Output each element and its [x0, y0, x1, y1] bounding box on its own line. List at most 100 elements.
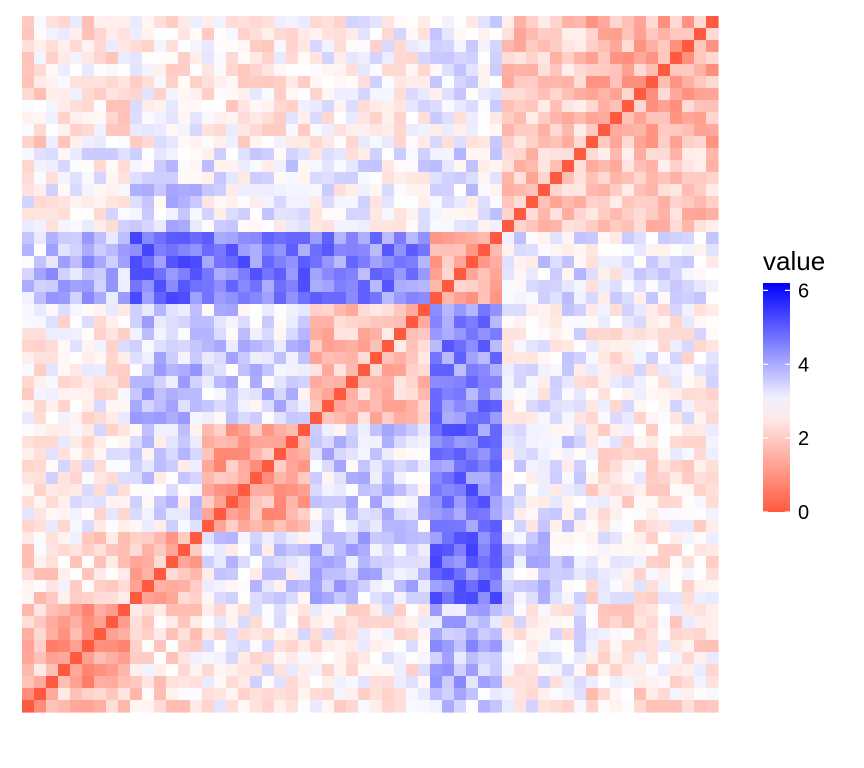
heatmap-cell [34, 592, 47, 605]
heatmap-cell [322, 448, 335, 461]
heatmap-cell [58, 280, 71, 293]
heatmap-cell [394, 244, 407, 257]
heatmap-cell [658, 160, 671, 173]
heatmap-cell [346, 424, 359, 437]
heatmap-cell [490, 640, 503, 653]
heatmap-cell [262, 292, 275, 305]
heatmap-cell [478, 316, 491, 329]
heatmap-cell [526, 676, 539, 689]
heatmap-cell [82, 460, 95, 473]
heatmap-cell [646, 580, 659, 593]
heatmap-cell [334, 304, 347, 317]
heatmap-cell [646, 172, 659, 185]
heatmap-cell [58, 124, 71, 137]
heatmap-cell [94, 232, 107, 245]
heatmap-cell [154, 568, 167, 581]
heatmap-cell [322, 604, 335, 617]
heatmap-cell [406, 580, 419, 593]
heatmap-cell [274, 436, 287, 449]
heatmap-cell [310, 376, 323, 389]
heatmap-cell [418, 424, 431, 437]
heatmap-cell [214, 244, 227, 257]
heatmap-cell [238, 520, 251, 533]
heatmap-cell [190, 412, 203, 425]
heatmap-cell [94, 172, 107, 185]
heatmap-cell [418, 172, 431, 185]
heatmap-cell [406, 28, 419, 41]
heatmap-cell [310, 700, 323, 713]
heatmap-cell [574, 460, 587, 473]
heatmap-cell [706, 292, 719, 305]
heatmap-cell [202, 616, 215, 629]
heatmap-cell [310, 556, 323, 569]
heatmap-cell [130, 208, 143, 221]
heatmap-cell [658, 700, 671, 713]
heatmap-cell [250, 520, 263, 533]
heatmap-cell [598, 556, 611, 569]
heatmap-cell [106, 88, 119, 101]
heatmap-cell [274, 160, 287, 173]
heatmap-cell [478, 592, 491, 605]
heatmap-cell [478, 148, 491, 161]
heatmap-cell [526, 160, 539, 173]
heatmap-cell [82, 112, 95, 125]
heatmap-cell [262, 352, 275, 365]
heatmap-cell [238, 592, 251, 605]
heatmap-cell [322, 388, 335, 401]
heatmap-cell [682, 556, 695, 569]
heatmap-cell [430, 568, 443, 581]
heatmap-cell [106, 304, 119, 317]
heatmap-cell [166, 448, 179, 461]
heatmap-cell [106, 28, 119, 41]
heatmap-cell [70, 172, 83, 185]
heatmap-cell [418, 484, 431, 497]
heatmap-cell [298, 688, 311, 701]
heatmap-cell [166, 496, 179, 509]
heatmap-cell [94, 628, 107, 641]
heatmap-cell [178, 568, 191, 581]
heatmap-cell [94, 412, 107, 425]
heatmap-cell [562, 532, 575, 545]
heatmap-cell [526, 424, 539, 437]
heatmap-cell [262, 412, 275, 425]
heatmap-cell [550, 676, 563, 689]
heatmap-cell [694, 124, 707, 137]
heatmap-cell [274, 388, 287, 401]
heatmap-cell [454, 568, 467, 581]
heatmap-cell [46, 700, 59, 713]
heatmap-cell [622, 496, 635, 509]
heatmap-cell [526, 496, 539, 509]
heatmap-cell [658, 352, 671, 365]
heatmap-cell [142, 172, 155, 185]
heatmap-cell [430, 376, 443, 389]
heatmap-cell [406, 328, 419, 341]
heatmap-cell [178, 28, 191, 41]
heatmap-cell [490, 88, 503, 101]
heatmap-cell [550, 448, 563, 461]
heatmap-cell [250, 256, 263, 269]
heatmap-cell [490, 76, 503, 89]
heatmap-cell [154, 160, 167, 173]
heatmap-cell [310, 100, 323, 113]
heatmap-cell [442, 592, 455, 605]
heatmap-cell [442, 688, 455, 701]
heatmap-cell [262, 568, 275, 581]
heatmap-cell [538, 532, 551, 545]
heatmap-cell [94, 256, 107, 269]
heatmap-cell [682, 400, 695, 413]
heatmap-cell [178, 232, 191, 245]
heatmap-cell [118, 460, 131, 473]
heatmap-cell [550, 52, 563, 65]
heatmap-cell [526, 28, 539, 41]
heatmap-cell [610, 328, 623, 341]
heatmap-cell [478, 400, 491, 413]
heatmap-cell [178, 520, 191, 533]
heatmap-cell [34, 280, 47, 293]
heatmap-cell [322, 304, 335, 317]
heatmap-cell [202, 232, 215, 245]
heatmap-cell [682, 640, 695, 653]
heatmap-cell [442, 484, 455, 497]
heatmap-cell [370, 232, 383, 245]
heatmap-cell [58, 472, 71, 485]
